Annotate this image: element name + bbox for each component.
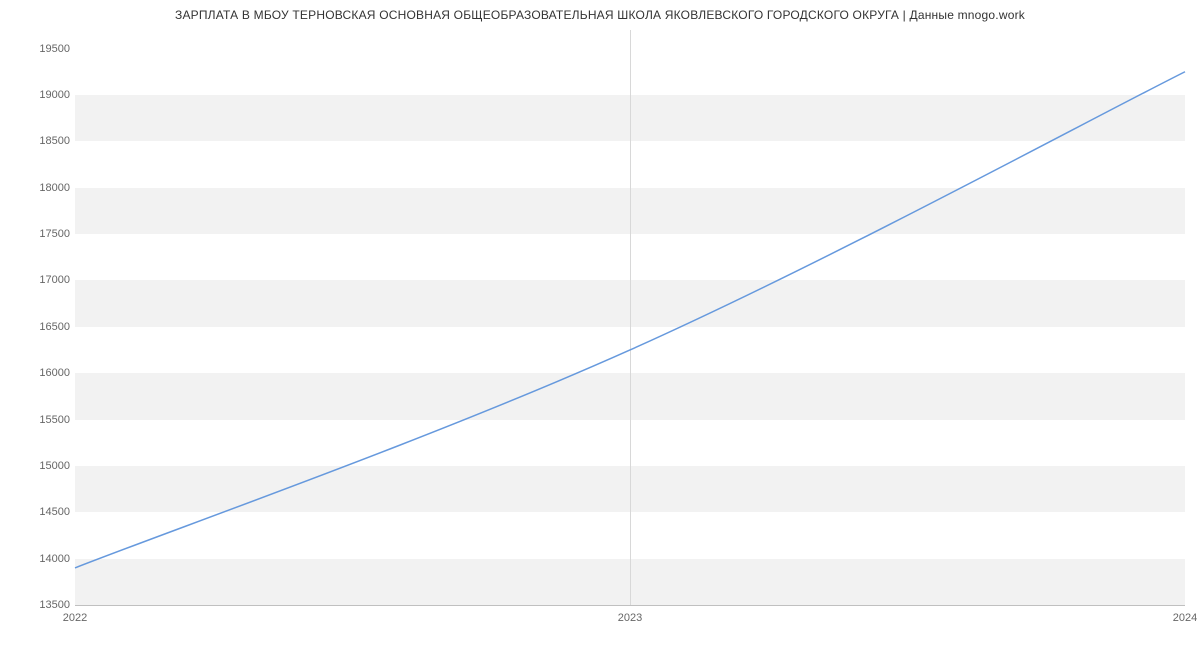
y-tick-label: 16500 xyxy=(10,321,70,333)
y-tick-label: 16000 xyxy=(10,367,70,379)
line-series xyxy=(75,72,1185,568)
chart-title: ЗАРПЛАТА В МБОУ ТЕРНОВСКАЯ ОСНОВНАЯ ОБЩЕ… xyxy=(0,8,1200,22)
x-tick-label: 2024 xyxy=(1173,612,1197,624)
y-tick-label: 14500 xyxy=(10,506,70,518)
y-tick-label: 15500 xyxy=(10,414,70,426)
line-series-layer xyxy=(75,30,1185,605)
y-tick-label: 17000 xyxy=(10,274,70,286)
salary-chart: ЗАРПЛАТА В МБОУ ТЕРНОВСКАЯ ОСНОВНАЯ ОБЩЕ… xyxy=(0,0,1200,650)
y-tick-label: 13500 xyxy=(10,599,70,611)
x-tick-label: 2023 xyxy=(618,612,642,624)
plot-area xyxy=(75,30,1185,606)
x-tick-label: 2022 xyxy=(63,612,87,624)
y-tick-label: 15000 xyxy=(10,460,70,472)
y-tick-label: 18000 xyxy=(10,182,70,194)
y-tick-label: 14000 xyxy=(10,553,70,565)
y-tick-label: 18500 xyxy=(10,135,70,147)
y-tick-label: 17500 xyxy=(10,228,70,240)
y-tick-label: 19500 xyxy=(10,43,70,55)
y-tick-label: 19000 xyxy=(10,89,70,101)
